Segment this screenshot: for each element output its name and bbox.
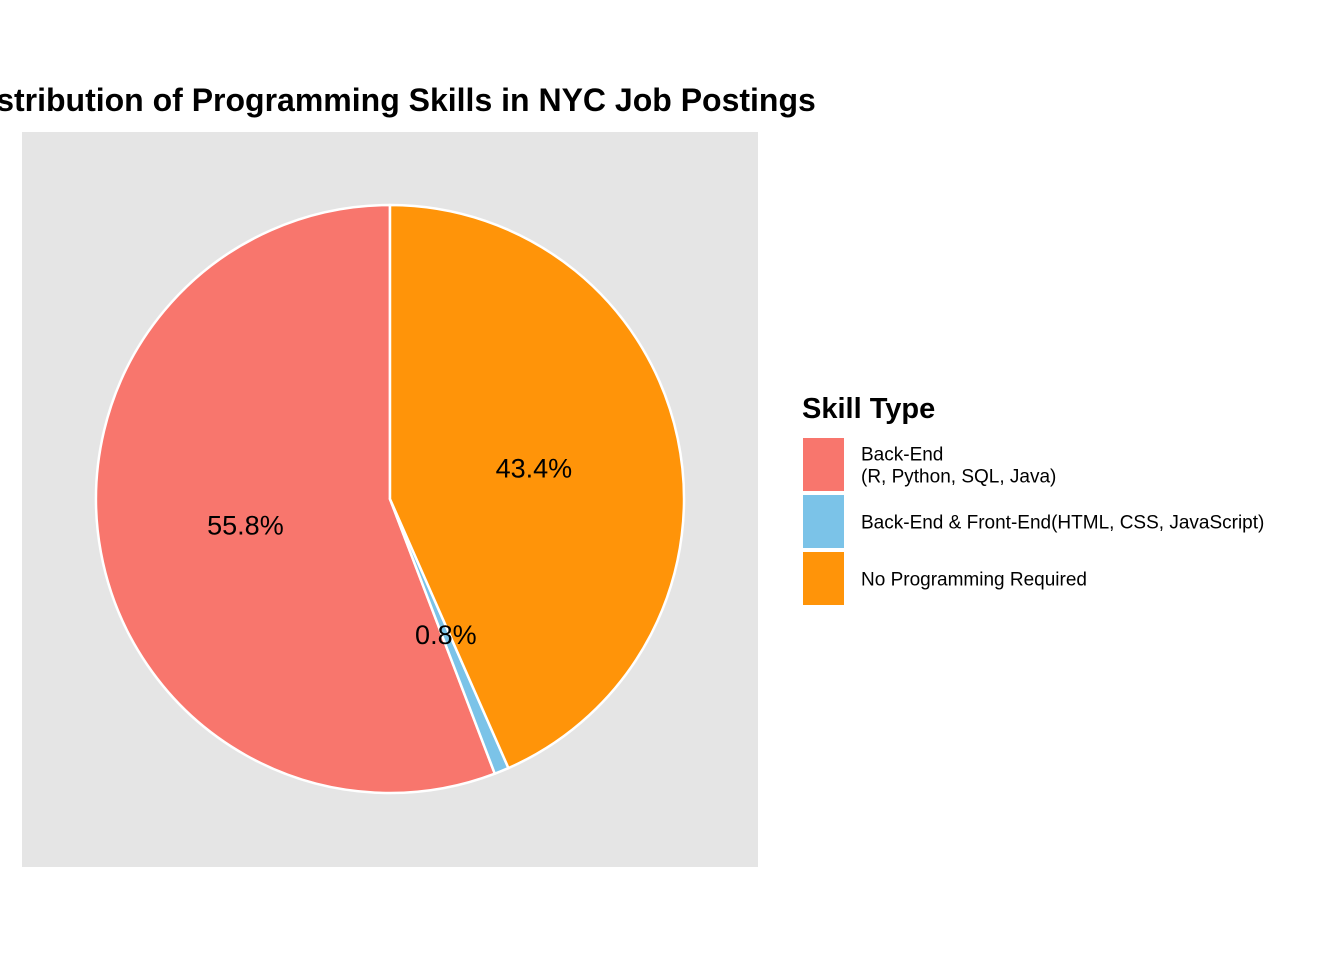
legend-label-1: Back-End (R, Python, SQL, Java) <box>861 445 1056 488</box>
legend: Skill Type Back-End (R, Python, SQL, Java… <box>801 393 1264 607</box>
slice-value-label-1: 55.8% <box>207 511 284 541</box>
legend-items: Back-End (R, Python, SQL, Java) Back-End &… <box>801 436 1264 607</box>
legend-swatch-2 <box>801 493 846 550</box>
legend-label-3: No Programming Required <box>861 570 1087 591</box>
legend-swatch-3 <box>801 550 846 607</box>
slice-value-label-2: 0.8% <box>415 620 477 650</box>
legend-swatch-1 <box>801 436 846 493</box>
pie-slices <box>94 203 686 795</box>
legend-title: Skill Type <box>802 393 935 425</box>
pie-slice-3 <box>388 203 686 770</box>
slice-labels: 55.8% 0.8% 43.4% <box>207 454 572 650</box>
legend-label-2: Back-End & Front-End(HTML, CSS, JavaScri… <box>861 513 1264 534</box>
pie-slice-1 <box>94 203 497 795</box>
chart-title: Distribution of Programming Skills in NY… <box>0 82 816 118</box>
slice-value-label-3: 43.4% <box>496 454 573 484</box>
